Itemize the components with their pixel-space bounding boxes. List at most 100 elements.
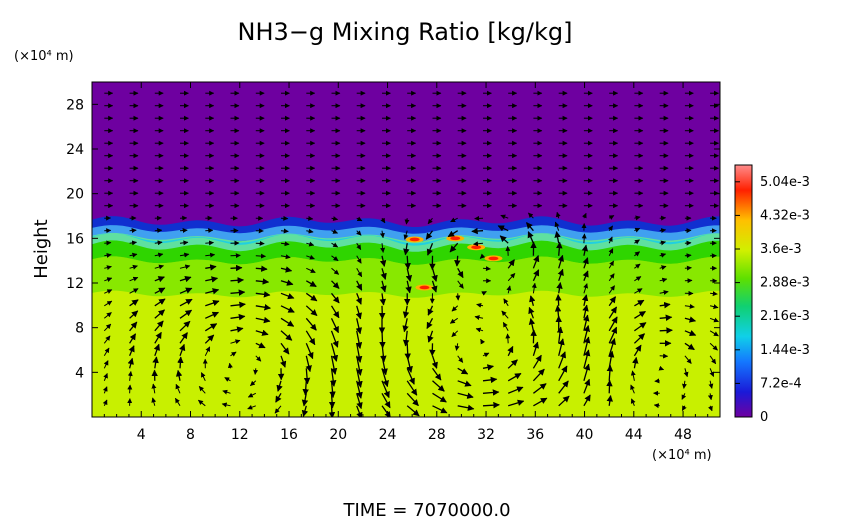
wind-vector	[501, 310, 509, 319]
wind-vector	[558, 365, 568, 382]
wind-vector	[205, 252, 216, 258]
wind-vector	[154, 264, 164, 270]
chart-title: NH3−g Mixing Ratio [kg/kg]	[238, 18, 573, 46]
wind-vector	[659, 240, 666, 246]
y-unit-label: (×10⁴ m)	[14, 49, 74, 64]
wind-vector	[104, 289, 113, 294]
wind-vector	[230, 326, 244, 333]
wind-vector	[405, 280, 412, 294]
wind-vector	[104, 240, 112, 246]
wind-vector	[630, 384, 635, 394]
wind-vector	[127, 384, 133, 394]
wind-vector	[634, 322, 647, 332]
wind-vector	[129, 252, 138, 258]
wind-vector	[129, 321, 138, 332]
wind-vector	[404, 343, 411, 361]
wind-vector	[331, 280, 340, 289]
wind-vector	[457, 280, 464, 289]
colorbar-tick-label: 4.32e-3	[760, 208, 810, 223]
wind-vector	[355, 293, 362, 305]
wind-vector	[402, 318, 409, 333]
wind-vector	[528, 317, 536, 331]
wind-vector	[205, 240, 214, 246]
wind-vector	[103, 360, 109, 369]
wind-vector	[659, 314, 673, 321]
wind-vector	[127, 357, 134, 369]
wind-vector	[507, 259, 515, 269]
wind-vector	[632, 356, 639, 369]
wind-vector	[247, 392, 257, 398]
wind-vector	[179, 343, 186, 357]
x-tick-label: 36	[526, 427, 544, 443]
wind-vector	[556, 241, 563, 256]
wind-vector	[529, 295, 536, 306]
wind-vector	[582, 270, 589, 282]
x-tick-label: 24	[379, 427, 397, 443]
wind-vector	[508, 399, 525, 407]
wind-vector	[331, 242, 339, 248]
wind-vector	[330, 343, 339, 362]
wind-vector	[528, 306, 535, 319]
wind-vector	[222, 389, 231, 395]
wind-vector	[684, 303, 695, 309]
wind-vector	[582, 257, 589, 269]
wind-vector	[404, 218, 410, 225]
wind-vector	[581, 294, 589, 306]
y-tick-label: 8	[75, 321, 84, 337]
wind-vector	[608, 306, 618, 319]
wind-vector	[198, 386, 206, 394]
wind-vector	[379, 230, 385, 239]
wind-vector	[526, 222, 534, 232]
wind-vector	[306, 267, 316, 273]
wind-vector	[227, 362, 233, 369]
wind-vector	[205, 288, 220, 295]
time-footer: TIME = 7070000.0	[342, 500, 510, 519]
wind-vector	[608, 215, 615, 220]
wind-vector	[129, 264, 138, 270]
wind-vector	[380, 217, 386, 224]
hotspot	[419, 285, 430, 290]
y-tick-label: 12	[66, 276, 84, 292]
wind-vector	[558, 380, 569, 394]
wind-vector	[707, 393, 713, 401]
wind-vector	[154, 240, 163, 246]
wind-vector	[684, 330, 697, 337]
wind-vector	[127, 371, 133, 381]
x-unit-label: (×10⁴ m)	[652, 448, 712, 463]
wind-vector	[154, 331, 162, 344]
wind-vector	[583, 394, 591, 407]
wind-vector	[482, 401, 500, 409]
wind-vector	[356, 255, 362, 264]
wind-vector	[380, 268, 387, 280]
wind-vector	[380, 243, 386, 253]
wind-vector	[608, 296, 617, 307]
wind-vector	[306, 241, 315, 247]
wind-vector	[230, 277, 245, 284]
wind-vector	[533, 383, 547, 394]
wind-vector	[129, 333, 137, 344]
wind-vector	[431, 268, 438, 282]
wind-vector	[280, 355, 287, 368]
wind-vector	[708, 380, 714, 389]
wind-vector	[533, 397, 548, 407]
wind-vector	[555, 211, 561, 219]
wind-vector	[179, 298, 193, 307]
wind-vector	[230, 339, 241, 345]
wind-vector	[179, 228, 188, 234]
x-tick-label: 20	[329, 427, 347, 443]
wind-vector	[608, 326, 618, 344]
wind-vector	[103, 373, 108, 381]
wind-vector	[402, 330, 410, 347]
wind-vector	[505, 333, 511, 344]
wind-vector	[532, 341, 539, 356]
wind-vector	[305, 355, 312, 373]
wind-vector	[175, 369, 183, 381]
wind-vector	[151, 383, 157, 394]
wind-vector	[556, 326, 564, 344]
wind-vector	[381, 392, 391, 409]
wind-vector	[280, 317, 295, 327]
wind-vector	[104, 277, 113, 282]
wind-vector	[658, 365, 665, 371]
wind-vector	[179, 320, 191, 332]
wind-vector	[431, 355, 438, 369]
